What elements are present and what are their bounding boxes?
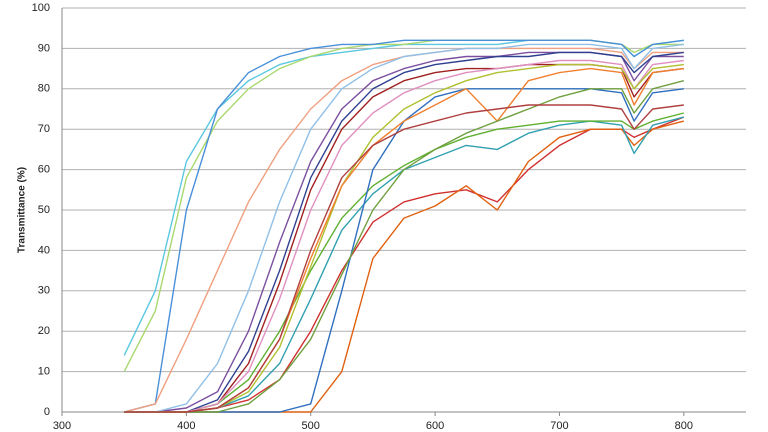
y-tick-label: 80 — [38, 83, 50, 95]
y-tick-label: 10 — [38, 366, 50, 378]
x-tick-label: 500 — [302, 420, 320, 432]
y-axis-label: Transmittance (%) — [17, 167, 28, 253]
x-tick-label: 300 — [53, 420, 71, 432]
series-line — [124, 104, 684, 413]
series-line — [124, 120, 684, 413]
y-tick-label: 20 — [38, 325, 50, 337]
series-line — [124, 116, 684, 413]
series-line — [124, 43, 684, 413]
series-line — [123, 39, 684, 356]
x-tick-label: 400 — [177, 420, 195, 432]
series-line — [124, 63, 684, 413]
series-line — [124, 47, 684, 413]
series-line — [124, 39, 684, 413]
series-line — [124, 112, 684, 413]
y-tick-label: 30 — [38, 285, 50, 297]
x-tick-label: 800 — [675, 420, 693, 432]
y-tick-label: 50 — [38, 204, 50, 216]
y-tick-label: 60 — [38, 164, 50, 176]
series-line — [124, 80, 684, 413]
y-tick-label: 90 — [38, 42, 50, 54]
series-line — [124, 116, 685, 413]
y-tick-label: 0 — [44, 406, 50, 418]
series-line — [124, 67, 684, 413]
y-tick-label: 100 — [32, 2, 50, 14]
series-line — [124, 88, 684, 413]
y-tick-label: 70 — [38, 123, 50, 135]
x-tick-label: 700 — [550, 420, 568, 432]
y-tick-label: 40 — [38, 244, 50, 256]
series-line — [124, 63, 684, 413]
series-line — [124, 51, 684, 413]
series-line — [124, 59, 684, 413]
x-tick-label: 600 — [426, 420, 444, 432]
